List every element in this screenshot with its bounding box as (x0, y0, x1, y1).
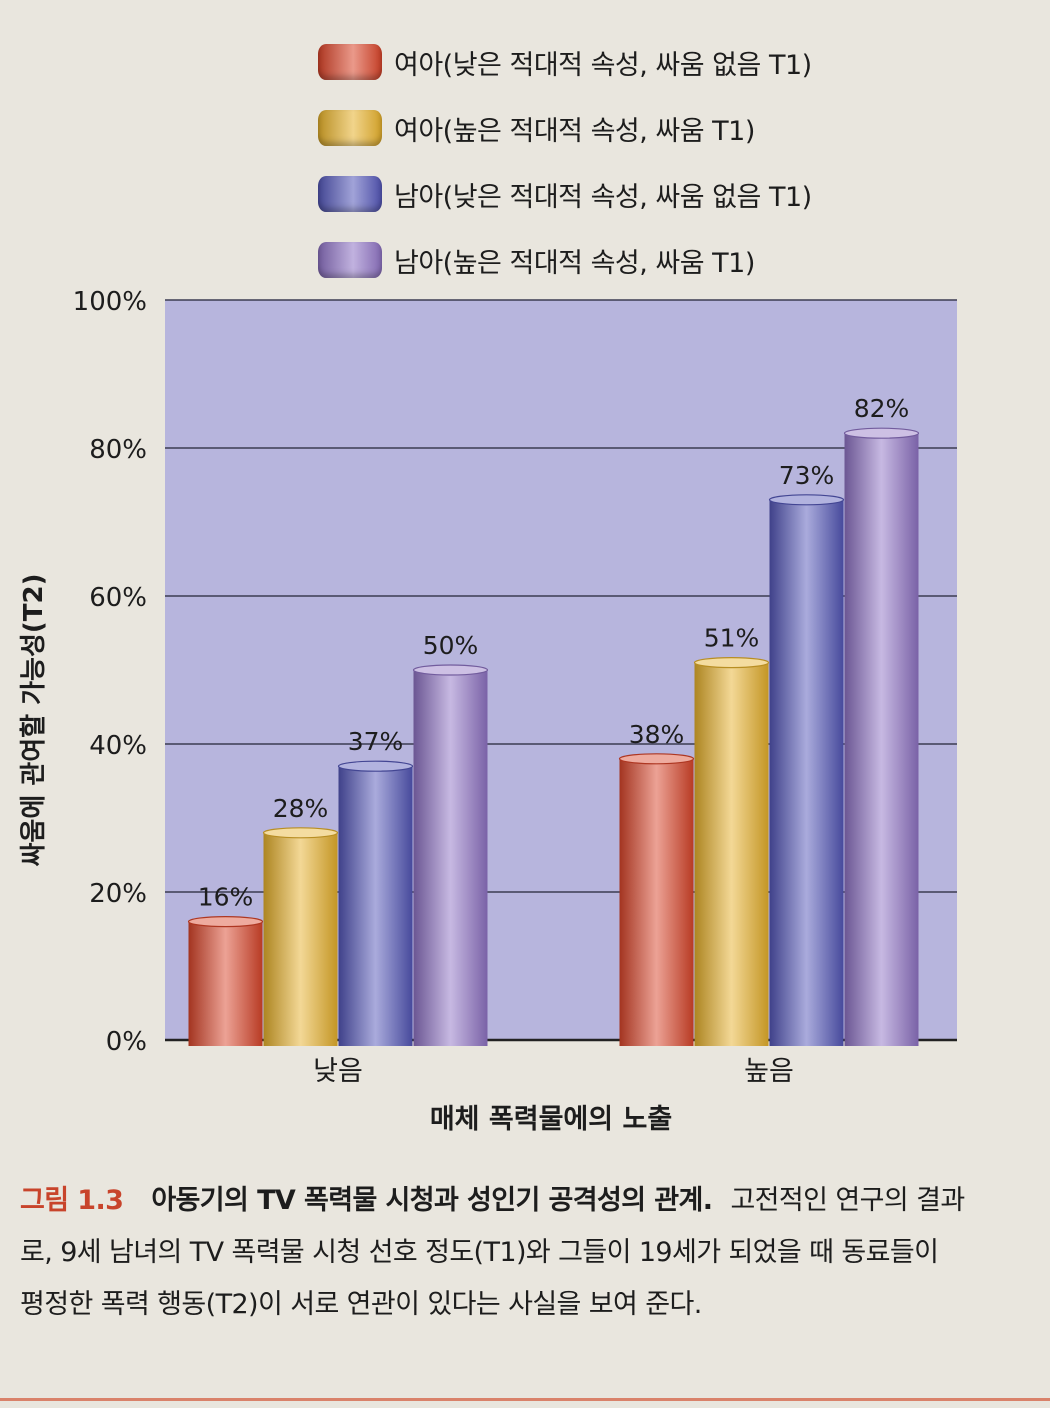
chart-legend: 여아(낮은 적대적 속성, 싸움 없음 T1) 여아(높은 적대적 속성, 싸움… (318, 40, 812, 304)
legend-item: 남아(낮은 적대적 속성, 싸움 없음 T1) (318, 172, 812, 216)
legend-swatch (318, 176, 382, 212)
bar-value-label: 28% (273, 794, 329, 823)
page-divider (0, 1398, 1050, 1401)
legend-item: 여아(높은 적대적 속성, 싸움 T1) (318, 106, 812, 150)
bar (413, 670, 488, 1046)
bar-top (618, 753, 695, 765)
y-tick-label: 80% (89, 435, 147, 465)
bar-chart: 0% 20% 40% 60% 80% 100% 16% 28% 37% 50% 낮음 38% 51% 73… (19, 287, 957, 1135)
bar-value-label: 38% (629, 720, 685, 749)
y-tick-label: 0% (106, 1027, 147, 1057)
bar-top (337, 760, 414, 772)
bar-top (412, 664, 489, 676)
x-tick-label: 높음 (744, 1056, 794, 1087)
legend-label: 여아(높은 적대적 속성, 싸움 T1) (394, 115, 755, 147)
bar-top (262, 827, 339, 839)
figure-title: 아동기의 TV 폭력물 시청과 성인기 공격성의 관계. (151, 1185, 713, 1216)
legend-label: 남아(낮은 적대적 속성, 싸움 없음 T1) (394, 181, 812, 213)
bar-top (693, 657, 770, 669)
y-axis-title: 싸움에 관여할 가능성(T2) (19, 574, 49, 867)
y-tick-label: 40% (89, 731, 147, 761)
bar (844, 433, 919, 1046)
bar-value-label: 50% (423, 631, 479, 660)
legend-swatch (318, 242, 382, 278)
legend-item: 남아(높은 적대적 속성, 싸움 T1) (318, 238, 812, 282)
bar (694, 662, 769, 1046)
x-axis-title: 매체 폭력물에의 노출 (430, 1104, 672, 1135)
bar-top (843, 427, 920, 439)
bar-top (768, 494, 845, 506)
x-tick-label: 낮음 (313, 1056, 363, 1087)
bar (338, 766, 413, 1046)
legend-label: 남아(높은 적대적 속성, 싸움 T1) (394, 247, 755, 279)
bar-value-label: 82% (854, 394, 910, 423)
figure-number: 그림 1.3 (20, 1185, 124, 1216)
bar (619, 758, 694, 1046)
figure-caption: 그림 1.3 아동기의 TV 폭력물 시청과 성인기 공격성의 관계. 고전적인 … (20, 1175, 970, 1331)
bar (769, 499, 844, 1046)
bar (188, 921, 263, 1046)
bar-top (187, 915, 264, 928)
bar-value-label: 51% (704, 624, 760, 653)
legend-swatch (318, 110, 382, 146)
legend-label: 여아(낮은 적대적 속성, 싸움 없음 T1) (394, 49, 812, 81)
bar-value-label: 16% (198, 883, 254, 912)
bar (263, 832, 338, 1046)
bar-value-label: 73% (779, 461, 835, 490)
legend-item: 여아(낮은 적대적 속성, 싸움 없음 T1) (318, 40, 812, 84)
legend-swatch (318, 44, 382, 80)
y-tick-label: 20% (89, 879, 147, 909)
y-tick-label: 100% (73, 287, 147, 317)
figure-caption-text: 고전적인 연구의 결과로, 9세 남녀의 TV 폭력물 시청 선호 정도(T1)… (20, 1185, 965, 1320)
y-tick-label: 60% (89, 583, 147, 613)
bar-value-label: 37% (348, 727, 404, 756)
